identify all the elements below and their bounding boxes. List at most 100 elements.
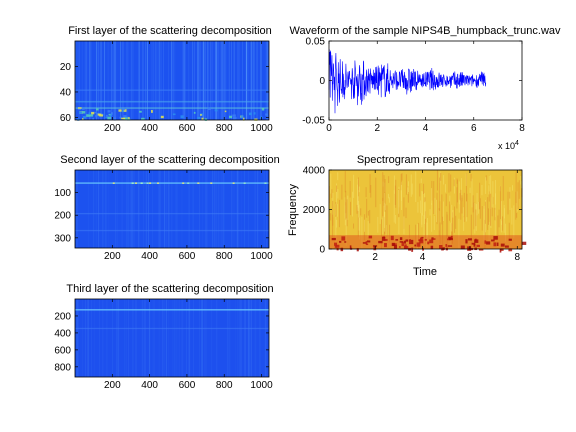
spectrogram-cell: [448, 238, 453, 241]
plot-area-waveform: [328, 41, 522, 120]
heatmap-cell: [214, 109, 218, 112]
x-tick-label: 6: [471, 123, 477, 134]
spectrogram-cell: [362, 242, 367, 244]
heatmap-cell: [160, 115, 164, 119]
spectrogram-cell: [365, 241, 368, 244]
y-tick-label: 20: [60, 62, 72, 73]
spectrogram-cell: [467, 246, 472, 251]
spectrogram-cell: [476, 244, 480, 247]
ticks-third-layer: 200 400 600 800 1000 200 400 600 800: [54, 298, 273, 391]
x-tick-label: 600: [179, 123, 196, 134]
heatmap-cell: [110, 113, 112, 117]
heatmap-cell: [91, 111, 95, 115]
spectrogram-cell: [341, 236, 346, 241]
heatmap-cell: [240, 115, 244, 119]
spectrogram-cell: [427, 241, 430, 245]
heatmap-cell: [197, 182, 200, 184]
heatmap-cell: [105, 116, 108, 119]
spectrogram-cell: [431, 238, 436, 240]
spectrogram-cell: [424, 238, 427, 241]
spectrogram-cell: [508, 238, 512, 241]
plot-area-third-layer: [75, 299, 270, 377]
spectrogram-cell: [331, 237, 336, 241]
x-tick-label: 800: [216, 380, 233, 391]
heatmap-cell: [202, 114, 204, 117]
heatmap-cell: [232, 182, 235, 184]
heatmap-cell: [172, 113, 176, 116]
spectrogram-cell: [447, 245, 453, 247]
spectrogram-cell: [500, 248, 504, 251]
heatmap-cell: [201, 117, 204, 121]
spectrogram-cell: [390, 235, 394, 241]
heatmap-cell: [119, 116, 122, 119]
spectrogram-cell: [493, 236, 498, 240]
heatmap-cell: [180, 115, 184, 119]
y-tick-label: 40: [60, 87, 72, 98]
axes-frame: [74, 40, 270, 121]
spectrogram-cell: [504, 245, 509, 248]
x-tick-label: 600: [179, 251, 196, 262]
spectrogram-cell: [442, 247, 445, 250]
axes-frame: [74, 169, 270, 249]
spectrogram-cell: [384, 243, 387, 248]
panel-waveform: Waveform of the sample NIPS4B_humpback_t…: [289, 25, 561, 151]
heatmap-cell: [140, 182, 143, 184]
heatmap-cell: [96, 108, 99, 111]
heatmap-cell: [77, 107, 82, 109]
heatmap-cell: [131, 182, 134, 184]
heatmap-cell: [135, 182, 138, 184]
spectrogram-cell: [416, 242, 421, 247]
heatmap-cell: [151, 109, 153, 113]
y-tick-label: -0.05: [302, 116, 325, 127]
spectrogram-cell: [339, 240, 342, 243]
heatmap-cell: [121, 117, 126, 120]
heatmap-cell: [182, 182, 185, 184]
heatmap-cell: [199, 114, 202, 116]
heatmap-band: [75, 309, 269, 311]
heatmap-cell: [123, 109, 127, 112]
spectrogram-cell: [450, 235, 453, 239]
heatmap-cell: [94, 111, 97, 114]
spectrogram-cell: [372, 245, 378, 247]
heatmap-cell: [110, 112, 113, 115]
x-tick-label: 6: [467, 252, 473, 263]
spectrogram-cell: [474, 239, 479, 243]
spectrogram-cell: [460, 245, 465, 250]
axes-frame: [74, 298, 270, 378]
heatmap-cell: [112, 182, 115, 184]
spectrogram-cell: [393, 245, 398, 249]
x-tick-label: 400: [141, 251, 158, 262]
spectrogram-cell: [438, 244, 443, 249]
y-tick-label: 200: [54, 211, 71, 222]
heatmap-cell: [261, 107, 265, 111]
spectrogram-cell: [414, 244, 417, 247]
heatmap-cell: [224, 110, 227, 113]
x-tick-label: 200: [104, 380, 121, 391]
heatmap-cell: [149, 182, 152, 184]
x-tick-label: 400: [141, 123, 158, 134]
spectrogram-cell: [491, 239, 495, 242]
y-tick-label: 200: [54, 311, 71, 322]
y-tick-label: 0: [319, 76, 325, 87]
spectrogram-cell: [373, 246, 377, 251]
heatmap-cell: [157, 182, 160, 184]
x-tick-label: 1000: [250, 251, 273, 262]
y-tick-label: 0.05: [306, 37, 326, 48]
heatmap-cell: [122, 108, 126, 111]
panel-spectrogram: Spectrogram representation 2 4 6 8 0 2000 4000…: [287, 154, 527, 278]
spectrogram-cell: [499, 248, 502, 253]
heatmap-cell: [92, 117, 95, 120]
panel-title: Third layer of the scattering decomposit…: [66, 283, 273, 295]
x-tick-label: 1000: [250, 380, 273, 391]
heatmap-cell: [108, 113, 112, 116]
spectrogram-cell: [334, 245, 337, 248]
spectrogram-cell: [411, 247, 414, 252]
heatmap-band: [75, 327, 269, 330]
heatmap-cell: [89, 114, 94, 117]
spectrogram-cell: [471, 242, 476, 245]
panel-first-layer: First layer of the scattering decomposit…: [60, 25, 273, 134]
spectrogram-cell: [493, 242, 497, 247]
waveform-series-line: [328, 49, 487, 114]
plot-area-spectrogram: [328, 170, 527, 253]
